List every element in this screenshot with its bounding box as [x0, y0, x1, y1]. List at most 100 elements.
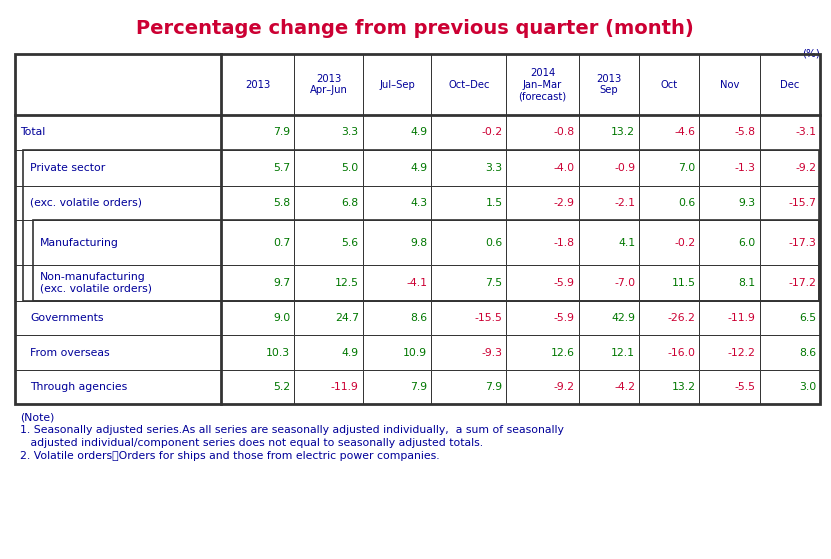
Bar [579, 335, 639, 369]
Text: 7.9: 7.9 [273, 127, 290, 138]
Bar [221, 335, 294, 369]
Bar [15, 54, 820, 404]
Text: -3.1: -3.1 [795, 127, 816, 138]
Text: 7.9: 7.9 [410, 382, 427, 392]
Text: adjusted individual/component series does not equal to seasonally adjusted total: adjusted individual/component series doe… [20, 438, 483, 448]
Text: 4.9: 4.9 [342, 348, 359, 358]
Text: -11.9: -11.9 [728, 313, 755, 323]
Text: Percentage change from previous quarter (month): Percentage change from previous quarter … [136, 19, 694, 38]
Text: Manufacturing: Manufacturing [40, 238, 119, 248]
Text: -2.9: -2.9 [553, 198, 575, 208]
Text: 4.1: 4.1 [618, 238, 635, 248]
Text: -9.2: -9.2 [553, 382, 575, 392]
Bar [431, 54, 506, 115]
Text: 5.8: 5.8 [273, 198, 290, 208]
Bar [700, 54, 760, 115]
Bar [639, 54, 700, 115]
Text: -9.2: -9.2 [795, 163, 816, 173]
Text: 7.9: 7.9 [485, 382, 503, 392]
Bar [639, 186, 700, 220]
Text: -0.8: -0.8 [553, 127, 575, 138]
Bar [294, 150, 362, 186]
Text: 9.8: 9.8 [410, 238, 427, 248]
Bar [579, 220, 639, 265]
Bar [221, 150, 294, 186]
Bar [362, 150, 431, 186]
Text: -1.3: -1.3 [735, 163, 755, 173]
Text: 4.9: 4.9 [410, 163, 427, 173]
Bar [700, 220, 760, 265]
Text: 24.7: 24.7 [335, 313, 359, 323]
Bar [579, 301, 639, 335]
Bar [431, 335, 506, 369]
Text: 9.0: 9.0 [273, 313, 290, 323]
Text: 7.5: 7.5 [485, 278, 503, 288]
Bar [294, 220, 362, 265]
Bar [506, 369, 579, 404]
Bar [700, 150, 760, 186]
Text: 2. Volatile orders：Orders for ships and those from electric power companies.: 2. Volatile orders：Orders for ships and … [20, 451, 440, 461]
Bar [579, 54, 639, 115]
Text: 1. Seasonally adjusted series.As all series are seasonally adjusted individually: 1. Seasonally adjusted series.As all ser… [20, 425, 564, 435]
Text: 5.0: 5.0 [342, 163, 359, 173]
Text: 13.2: 13.2 [611, 127, 635, 138]
Text: 10.9: 10.9 [403, 348, 427, 358]
Bar [15, 186, 221, 220]
Text: 9.3: 9.3 [739, 198, 755, 208]
Text: Nov: Nov [720, 80, 740, 89]
Bar [15, 115, 221, 150]
Text: -4.0: -4.0 [553, 163, 575, 173]
Bar [579, 265, 639, 301]
Text: -5.9: -5.9 [553, 278, 575, 288]
Text: 2013: 2013 [245, 80, 270, 89]
Text: 2014
Jan–Mar
(forecast): 2014 Jan–Mar (forecast) [519, 68, 567, 101]
Bar [506, 335, 579, 369]
Bar [362, 369, 431, 404]
Text: Jul–Sep: Jul–Sep [379, 80, 415, 89]
Text: 4.9: 4.9 [410, 127, 427, 138]
Text: -4.1: -4.1 [406, 278, 427, 288]
Bar [294, 335, 362, 369]
Bar [760, 150, 820, 186]
Text: -1.8: -1.8 [553, 238, 575, 248]
Text: 11.5: 11.5 [671, 278, 696, 288]
Text: Oct–Dec: Oct–Dec [448, 80, 489, 89]
Bar [700, 369, 760, 404]
Bar [294, 265, 362, 301]
Bar [15, 54, 221, 115]
Bar [221, 115, 294, 150]
Text: -5.9: -5.9 [553, 313, 575, 323]
Bar [15, 369, 221, 404]
Text: -5.8: -5.8 [735, 127, 755, 138]
Bar [506, 220, 579, 265]
Bar [294, 115, 362, 150]
Bar [221, 265, 294, 301]
Text: Governments: Governments [30, 313, 104, 323]
Bar [294, 54, 362, 115]
Text: From overseas: From overseas [30, 348, 110, 358]
Bar [760, 115, 820, 150]
Text: Oct: Oct [661, 80, 678, 89]
Text: Private sector: Private sector [30, 163, 106, 173]
Text: 5.2: 5.2 [273, 382, 290, 392]
Text: 12.1: 12.1 [611, 348, 635, 358]
Text: 1.5: 1.5 [485, 198, 503, 208]
Text: -15.7: -15.7 [788, 198, 816, 208]
Bar [221, 301, 294, 335]
Bar [221, 54, 294, 115]
Bar [506, 186, 579, 220]
Text: 4.3: 4.3 [410, 198, 427, 208]
Bar [579, 369, 639, 404]
Bar [506, 115, 579, 150]
Text: (Note): (Note) [20, 412, 54, 422]
Bar [700, 335, 760, 369]
Text: 3.3: 3.3 [342, 127, 359, 138]
Bar [700, 186, 760, 220]
Bar [760, 186, 820, 220]
Bar [506, 301, 579, 335]
Bar [506, 150, 579, 186]
Bar [639, 150, 700, 186]
Bar [15, 301, 221, 335]
Text: -11.9: -11.9 [331, 382, 359, 392]
Text: -0.9: -0.9 [614, 163, 635, 173]
